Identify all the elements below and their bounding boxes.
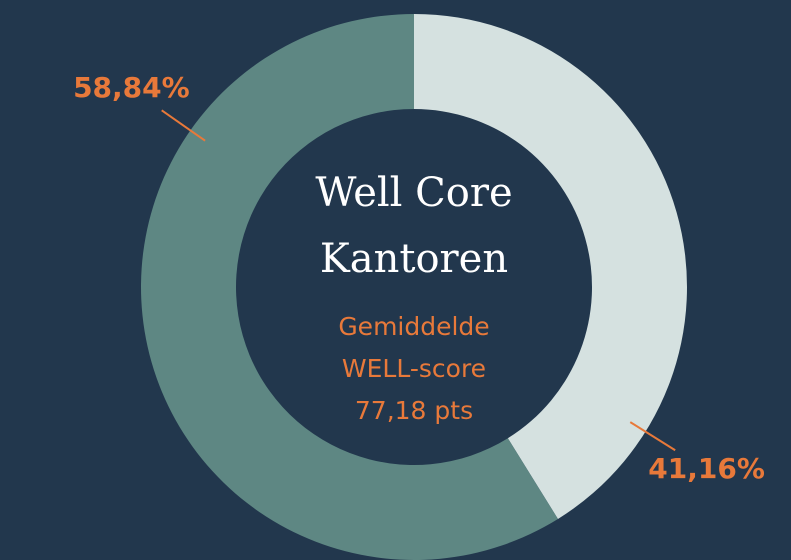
leader-line	[161, 109, 206, 142]
slice	[141, 14, 558, 560]
value-label: 58,84%	[73, 71, 190, 104]
chart-title: Well Core Kantoren	[315, 170, 513, 282]
slice	[414, 14, 688, 519]
chart-subtitle: Gemiddelde WELL-score 77,18 pts	[338, 312, 490, 425]
leader-line	[629, 421, 676, 452]
value-label: 41,16%	[648, 452, 765, 485]
